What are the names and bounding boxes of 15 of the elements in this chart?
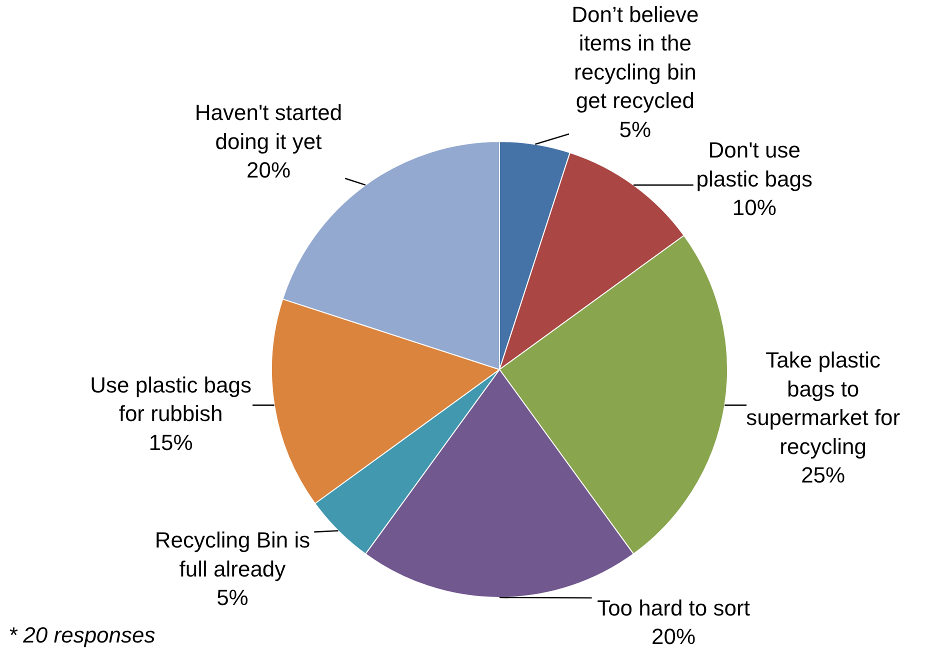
slice-label: Use plastic bags for rubbish	[90, 372, 252, 426]
data-label: 5%	[216, 585, 248, 610]
slice-label: Take plastic bags to supermarket for recycling	[746, 348, 900, 459]
data-label: 20%	[651, 624, 696, 650]
slice-label: Don't use plastic bags	[696, 138, 812, 192]
data-label: 20%	[246, 158, 291, 183]
data-label: 15%	[148, 430, 193, 455]
data-label: 10%	[732, 195, 776, 220]
data-label: 5%	[619, 116, 652, 142]
slice-label: Don’t believe items in the recycling bin get recycled	[572, 2, 699, 113]
slice-label: Haven't started doing it yet	[194, 100, 342, 154]
slice-label: Too hard to sort	[597, 595, 750, 620]
text: * 20 responses	[8, 622, 156, 648]
data-label: 25%	[801, 462, 846, 488]
slice-label: Recycling Bin is full already	[154, 528, 310, 582]
